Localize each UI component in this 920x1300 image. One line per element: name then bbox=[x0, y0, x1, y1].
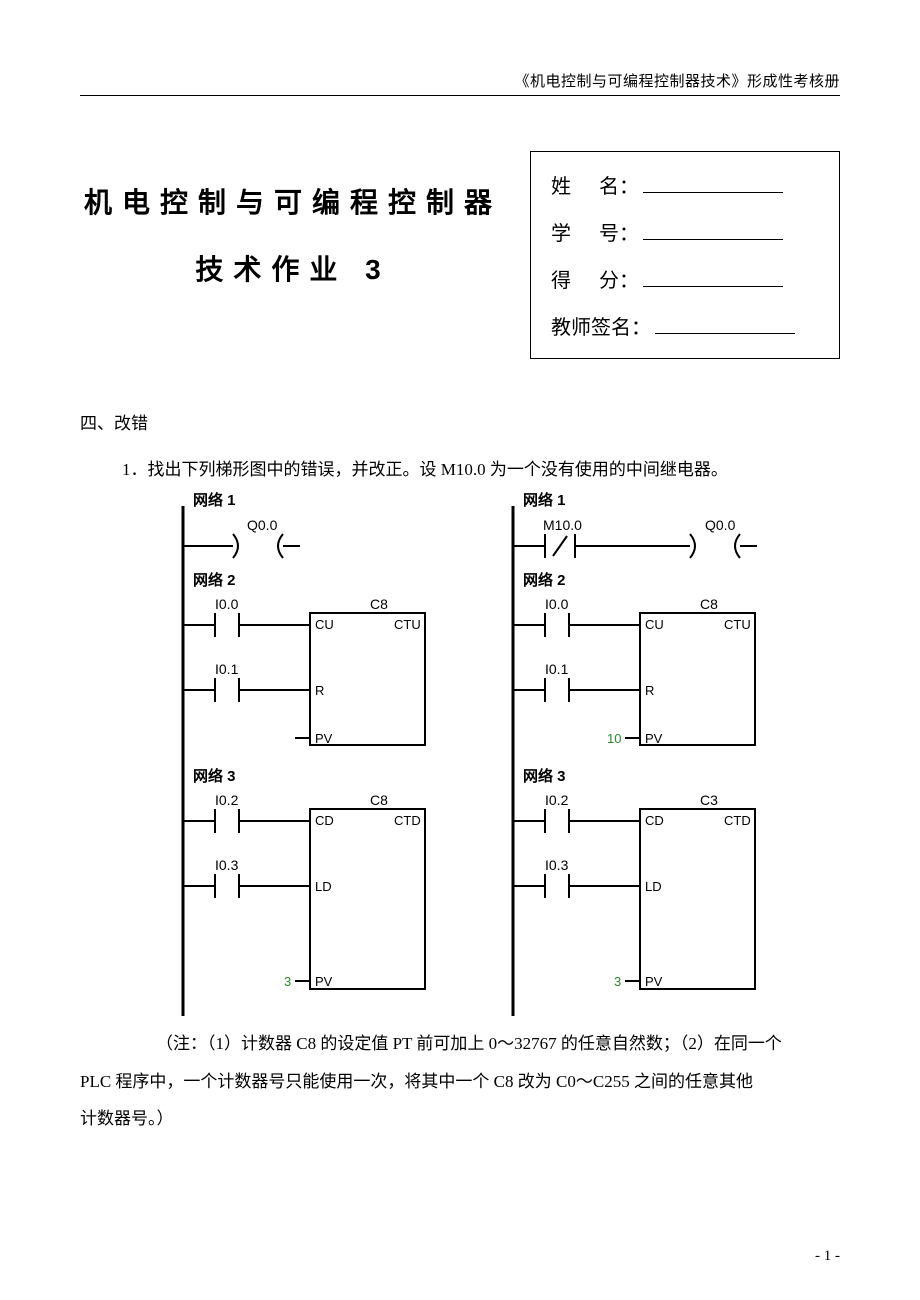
info-name-label1: 姓 bbox=[551, 170, 599, 199]
info-name-blank bbox=[643, 173, 783, 193]
title-block: 机电控制与可编程控制器 技术作业 3 bbox=[80, 151, 506, 288]
svg-text:I0.0: I0.0 bbox=[215, 596, 239, 612]
svg-text:R: R bbox=[315, 683, 324, 698]
svg-text:网络 3: 网络 3 bbox=[523, 767, 566, 785]
header-book-title: 《机电控制与可编程控制器技术》形成性考核册 bbox=[80, 70, 840, 91]
section-heading: 四、改错 bbox=[80, 409, 840, 434]
info-score-label2: 分： bbox=[599, 264, 639, 293]
svg-text:CD: CD bbox=[645, 813, 664, 828]
main-title-line2: 技术作业 3 bbox=[80, 248, 506, 288]
svg-text:PV: PV bbox=[645, 974, 663, 989]
svg-text:网络 2: 网络 2 bbox=[523, 571, 566, 589]
svg-text:网络 1: 网络 1 bbox=[193, 491, 236, 509]
svg-text:CU: CU bbox=[645, 617, 664, 632]
svg-text:Q0.0: Q0.0 bbox=[705, 517, 736, 533]
svg-text:网络 3: 网络 3 bbox=[193, 767, 236, 785]
svg-text:I0.0: I0.0 bbox=[545, 596, 569, 612]
svg-text:C8: C8 bbox=[370, 792, 388, 808]
svg-text:PV: PV bbox=[315, 731, 333, 746]
svg-text:3: 3 bbox=[284, 974, 291, 989]
svg-text:M10.0: M10.0 bbox=[543, 517, 582, 533]
svg-text:I0.3: I0.3 bbox=[215, 857, 239, 873]
info-score-blank bbox=[643, 267, 783, 287]
page-number: - 1 - bbox=[815, 1248, 840, 1265]
svg-text:CTU: CTU bbox=[724, 617, 751, 632]
svg-text:网络 1: 网络 1 bbox=[523, 491, 566, 509]
svg-text:C3: C3 bbox=[700, 792, 718, 808]
svg-text:C8: C8 bbox=[700, 596, 718, 612]
ladder-left: 网络 1 Q0.0 网络 2 I0.0 C8 CU CTU I0.1 bbox=[165, 491, 445, 1021]
svg-text:PV: PV bbox=[315, 974, 333, 989]
svg-text:CTU: CTU bbox=[394, 617, 421, 632]
info-id-label1: 学 bbox=[551, 217, 599, 246]
note-line1: （注：（1）计数器 C8 的设定值 PT 前可加上 0～32767 的任意自然数… bbox=[122, 1025, 840, 1062]
info-name-label2: 名： bbox=[599, 170, 639, 199]
note-line2: PLC 程序中，一个计数器号只能使用一次，将其中一个 C8 改为 C0～C255… bbox=[80, 1063, 840, 1100]
info-id-blank bbox=[643, 220, 783, 240]
header-rule bbox=[80, 95, 840, 96]
svg-text:10: 10 bbox=[607, 731, 621, 746]
svg-text:CTD: CTD bbox=[724, 813, 751, 828]
svg-text:I0.2: I0.2 bbox=[545, 792, 569, 808]
svg-text:I0.1: I0.1 bbox=[545, 661, 569, 677]
note-line3: 计数器号。） bbox=[80, 1100, 840, 1137]
svg-text:LD: LD bbox=[315, 879, 332, 894]
svg-text:3: 3 bbox=[614, 974, 621, 989]
info-teacher-label: 教师签名： bbox=[551, 311, 651, 340]
svg-text:CD: CD bbox=[315, 813, 334, 828]
student-info-box: 姓名： 学号： 得分： 教师签名： bbox=[530, 151, 840, 359]
info-teacher-blank bbox=[655, 314, 795, 334]
svg-text:网络 2: 网络 2 bbox=[193, 571, 236, 589]
svg-text:LD: LD bbox=[645, 879, 662, 894]
svg-text:I0.1: I0.1 bbox=[215, 661, 239, 677]
problem-text: 1．找出下列梯形图中的错误，并改正。设 M10.0 为一个没有使用的中间继电器。 bbox=[122, 456, 840, 483]
svg-text:CU: CU bbox=[315, 617, 334, 632]
svg-text:R: R bbox=[645, 683, 654, 698]
svg-text:PV: PV bbox=[645, 731, 663, 746]
svg-text:C8: C8 bbox=[370, 596, 388, 612]
svg-text:I0.3: I0.3 bbox=[545, 857, 569, 873]
info-id-label2: 号： bbox=[599, 217, 639, 246]
info-score-label1: 得 bbox=[551, 264, 599, 293]
ladder-right: 网络 1 M10.0 Q0.0 网络 2 I0.0 C8 bbox=[495, 491, 795, 1021]
svg-text:I0.2: I0.2 bbox=[215, 792, 239, 808]
main-title-line1: 机电控制与可编程控制器 bbox=[80, 181, 506, 226]
svg-text:CTD: CTD bbox=[394, 813, 421, 828]
svg-text:Q0.0: Q0.0 bbox=[247, 517, 278, 533]
